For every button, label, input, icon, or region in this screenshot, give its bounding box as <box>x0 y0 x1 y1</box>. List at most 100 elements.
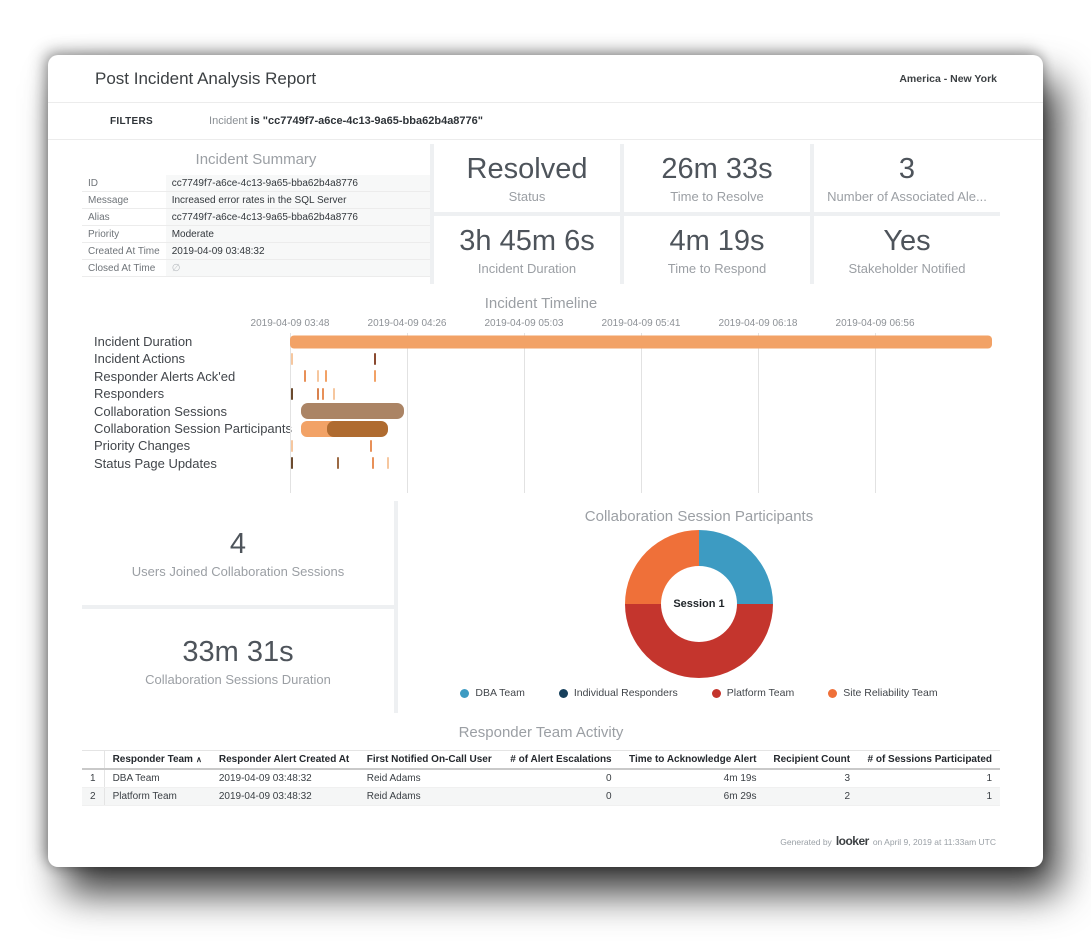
donut-chart[interactable]: Session 1 <box>625 530 773 678</box>
kpi-value: 3h 45m 6s <box>459 224 595 257</box>
gantt-event-tick[interactable] <box>304 370 307 383</box>
legend-item[interactable]: Site Reliability Team <box>828 687 938 699</box>
gantt-row-label: Collaboration Session Participants <box>94 420 292 436</box>
gantt-bar[interactable] <box>301 403 404 420</box>
table-cell[interactable]: 3 <box>764 769 859 788</box>
gantt-event-tick[interactable] <box>325 370 328 383</box>
gantt-event-tick[interactable] <box>386 457 389 470</box>
column-header[interactable]: First Notified On-Call User <box>358 750 502 770</box>
legend-dot <box>828 688 838 698</box>
incident-summary-title: Incident Summary <box>195 151 317 168</box>
gantt-event-tick[interactable] <box>291 440 294 453</box>
gantt-row <box>290 403 992 420</box>
column-header[interactable]: Time to Acknowledge Alert <box>619 750 765 770</box>
kpi-value: 3 <box>898 152 916 185</box>
kpi-tile: 4m 19s Time to Respond <box>624 216 810 284</box>
kpi-tile: Yes Stakeholder Notified <box>814 216 1000 284</box>
report-header: Post Incident Analysis Report America - … <box>48 55 1043 103</box>
filter-condition[interactable]: Incident is "cc7749f7-a6ce-4c13-9a65-bba6… <box>209 115 483 127</box>
table-cell[interactable]: Reid Adams <box>358 769 502 788</box>
gantt-row <box>290 420 992 437</box>
kpi-label: Number of Associated Ale... <box>827 188 987 204</box>
gantt-event-tick[interactable] <box>372 457 375 470</box>
gantt-row-label: Responder Alerts Ack'ed <box>94 368 236 384</box>
gantt-bar[interactable] <box>327 420 388 437</box>
summary-field-value: cc7749f7-a6ce-4c13-9a65-bba62b4a8776 <box>165 208 430 226</box>
kpi-label: Collaboration Sessions Duration <box>145 671 331 687</box>
column-header[interactable]: Recipient Count <box>764 750 859 770</box>
filter-expression: is "cc7749f7-a6ce-4c13-9a65-bba62b4a8776… <box>250 115 483 127</box>
table-cell[interactable]: 4m 19s <box>619 769 765 788</box>
gantt-row-label: Priority Changes <box>94 438 191 454</box>
incident-timeline-title: Incident Timeline <box>484 295 598 312</box>
kpi-tile: 33m 31s Collaboration Sessions Duration <box>82 609 394 713</box>
gantt-event-tick[interactable] <box>291 353 294 366</box>
gantt-row-labels: Incident Duration Incident Actions Respond… <box>94 317 292 493</box>
summary-row: Priority Moderate <box>82 225 430 243</box>
incident-summary-table: ID cc7749f7-a6ce-4c13-9a65-bba62b4a8776 Me… <box>82 175 430 277</box>
summary-row: ID cc7749f7-a6ce-4c13-9a65-bba62b4a8776 <box>82 175 430 192</box>
looker-logo: looker <box>835 834 870 848</box>
kpi-label: Incident Duration <box>477 260 577 276</box>
gantt-event-tick[interactable] <box>316 370 319 383</box>
kpi-label: Stakeholder Notified <box>848 260 966 276</box>
footer: Generated by looker on April 9, 2019 at … <box>82 834 996 848</box>
table-cell[interactable]: 1 <box>858 787 1000 806</box>
summary-field-label: Closed At Time <box>82 259 166 277</box>
legend-item[interactable]: Individual Responders <box>558 687 678 699</box>
gantt-event-tick[interactable] <box>373 353 376 366</box>
legend-label: Platform Team <box>726 687 795 699</box>
gridline <box>523 333 525 493</box>
incident-summary-tile: Incident Summary ID cc7749f7-a6ce-4c13-9a… <box>82 144 430 284</box>
table-row: 1 DBA Team 2019-04-09 03:48:32 Reid Adams 0 4… <box>82 769 1000 788</box>
gantt-row-label: Status Page Updates <box>94 455 217 471</box>
summary-row: Closed At Time ∅ <box>82 259 430 277</box>
column-header[interactable]: # of Alert Escalations <box>501 750 620 770</box>
table-cell[interactable]: Reid Adams <box>358 787 502 806</box>
axis-tick-label: 2019-04-09 04:26 <box>367 318 447 329</box>
gantt-row-label: Responders <box>94 386 165 402</box>
table-cell[interactable]: 2019-04-09 03:48:32 <box>210 787 359 806</box>
column-header[interactable]: Responder Team ∧ <box>104 750 211 770</box>
gantt-bar[interactable] <box>290 335 992 349</box>
incident-timeline-tile: Incident Timeline Incident Duration Incid… <box>82 288 1000 497</box>
table-cell[interactable]: 2 <box>764 787 859 806</box>
gantt-event-tick[interactable] <box>373 370 376 383</box>
responder-team-activity-tile: Responder Team Activity Responder Team ∧ R… <box>82 717 1000 806</box>
gantt-event-tick[interactable] <box>317 387 320 400</box>
table-cell[interactable]: 6m 29s <box>619 787 765 806</box>
column-header[interactable]: # of Sessions Participated <box>858 750 1000 770</box>
table-cell[interactable]: 0 <box>501 769 620 788</box>
table-cell[interactable]: 1 <box>858 769 1000 788</box>
table-cell[interactable]: Platform Team <box>104 787 211 806</box>
table-cell[interactable]: DBA Team <box>104 769 211 788</box>
kpi-tile: Resolved Status <box>434 144 620 212</box>
gantt-event-tick[interactable] <box>337 457 340 470</box>
column-header-label: Responder Team <box>112 754 193 765</box>
gantt-event-tick[interactable] <box>370 440 373 453</box>
legend-item[interactable]: DBA Team <box>460 687 525 699</box>
kpi-label: Time to Respond <box>667 260 767 276</box>
gantt-event-tick[interactable] <box>290 387 293 400</box>
table-cell[interactable]: 0 <box>501 787 620 806</box>
summary-field-label: Alias <box>82 208 166 226</box>
gantt-row <box>290 368 992 385</box>
table-cell[interactable]: 2019-04-09 03:48:32 <box>210 769 359 788</box>
gridline <box>875 333 877 493</box>
gantt-event-tick[interactable] <box>322 387 325 400</box>
footer-generated-by: Generated by <box>780 837 832 847</box>
legend-item[interactable]: Platform Team <box>711 687 795 699</box>
kpi-tile: 26m 33s Time to Resolve <box>624 144 810 212</box>
column-header[interactable]: Responder Alert Created At <box>210 750 359 770</box>
sort-asc-icon: ∧ <box>195 755 202 764</box>
gridline <box>290 333 291 493</box>
kpi-value: 4m 19s <box>669 224 765 257</box>
gantt-event-tick[interactable] <box>332 387 335 400</box>
activity-table-title: Responder Team Activity <box>458 724 624 741</box>
axis-tick-label: 2019-04-09 03:48 <box>250 318 330 329</box>
summary-field-label: Created At Time <box>82 242 166 260</box>
report-card: Post Incident Analysis Report America - … <box>48 55 1043 867</box>
filter-field: Incident <box>209 115 248 127</box>
gantt-row-label: Collaboration Sessions <box>94 403 227 419</box>
gantt-event-tick[interactable] <box>290 457 293 470</box>
